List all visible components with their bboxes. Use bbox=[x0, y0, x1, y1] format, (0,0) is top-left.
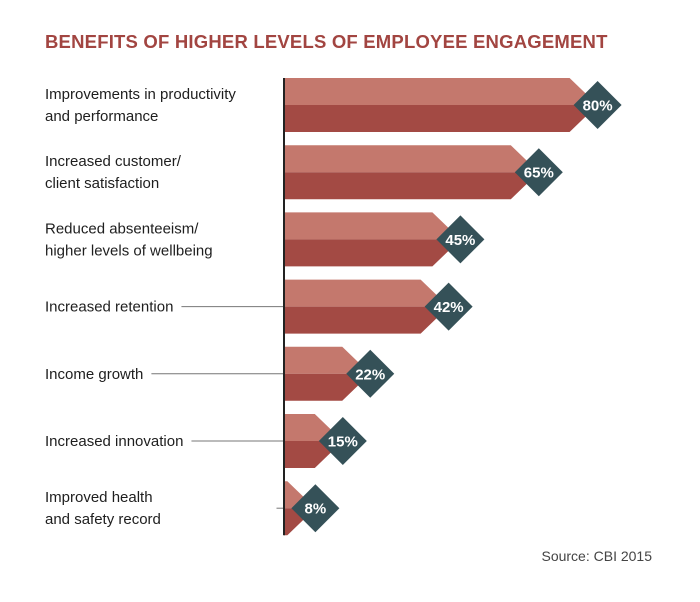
value-badge-7 bbox=[291, 484, 340, 533]
data-label-1: 80% bbox=[583, 98, 613, 115]
value-badge-6 bbox=[318, 417, 367, 465]
value-badge-4 bbox=[424, 282, 473, 331]
bar-upper-5 bbox=[284, 346, 371, 374]
data-label-7: 8% bbox=[305, 501, 327, 518]
category-label-3: Reduced absenteeism/higher levels of wel… bbox=[45, 220, 213, 259]
category-label-1: Improvements in productivity and performa… bbox=[45, 86, 236, 125]
bar-lower-1 bbox=[284, 105, 598, 132]
category-label-6: Increased innovation bbox=[45, 433, 183, 450]
bar-lower-2 bbox=[284, 172, 539, 200]
bar-upper-4 bbox=[284, 279, 449, 307]
bar-upper-2 bbox=[284, 145, 539, 173]
category-label-4: Increased retention bbox=[45, 299, 173, 316]
value-badge-1 bbox=[573, 81, 622, 129]
data-label-3: 45% bbox=[445, 232, 475, 249]
data-label-5: 22% bbox=[355, 366, 385, 383]
source-note: Source: CBI 2015 bbox=[541, 548, 652, 564]
category-label-7: Improved health and safety record bbox=[45, 489, 161, 528]
bar-upper-3 bbox=[284, 212, 461, 240]
bar-upper-1 bbox=[284, 78, 598, 105]
value-badge-2 bbox=[514, 148, 563, 197]
data-label-6: 15% bbox=[328, 434, 358, 451]
value-badge-5 bbox=[346, 349, 395, 398]
category-label-2: Increased customer/client satisfaction bbox=[45, 153, 182, 192]
value-badge-3 bbox=[436, 215, 485, 264]
data-label-2: 65% bbox=[524, 165, 554, 182]
bar-lower-4 bbox=[284, 306, 449, 334]
bar-lower-5 bbox=[284, 373, 371, 401]
data-label-4: 42% bbox=[434, 299, 464, 316]
category-label-5: Income growth bbox=[45, 366, 143, 383]
bar-lower-3 bbox=[284, 239, 461, 267]
chart-title: BENEFITS OF HIGHER LEVELS OF EMPLOYEE EN… bbox=[45, 31, 608, 52]
